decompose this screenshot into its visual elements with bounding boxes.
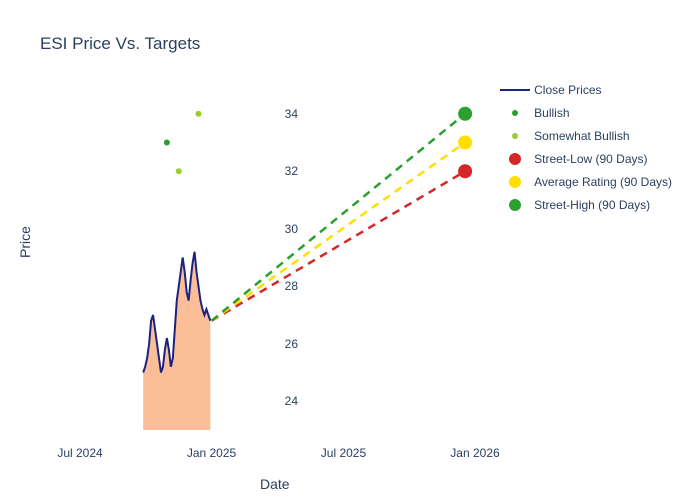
chart-title: ESI Price Vs. Targets <box>40 34 200 54</box>
legend-item: Average Rating (90 Days) <box>500 172 672 191</box>
legend-swatch <box>500 198 530 212</box>
legend-label: Street-High (90 Days) <box>534 198 650 212</box>
legend-item: Bullish <box>500 103 672 122</box>
legend-label: Somewhat Bullish <box>534 129 629 143</box>
y-tick: 26 <box>268 337 298 351</box>
x-axis-label: Date <box>260 476 290 492</box>
legend-item: Street-High (90 Days) <box>500 195 672 214</box>
legend-item: Street-Low (90 Days) <box>500 149 672 168</box>
legend-swatch <box>500 152 530 166</box>
legend-label: Close Prices <box>534 83 601 97</box>
legend-label: Average Rating (90 Days) <box>534 175 672 189</box>
y-axis-label: Price <box>17 226 33 258</box>
y-tick: 32 <box>268 164 298 178</box>
chart-svg <box>80 85 475 430</box>
legend-swatch <box>500 83 530 97</box>
legend-swatch <box>500 175 530 189</box>
legend-swatch <box>500 129 530 143</box>
y-tick: 28 <box>268 279 298 293</box>
y-tick: 34 <box>268 107 298 121</box>
x-tick: Jan 2025 <box>182 446 242 460</box>
plot-area <box>80 85 475 430</box>
y-tick: 30 <box>268 222 298 236</box>
legend-label: Bullish <box>534 106 569 120</box>
legend-item: Close Prices <box>500 80 672 99</box>
legend-label: Street-Low (90 Days) <box>534 152 647 166</box>
x-tick: Jan 2026 <box>445 446 505 460</box>
legend-item: Somewhat Bullish <box>500 126 672 145</box>
chart-container: ESI Price Vs. Targets Price Date 24 26 28 3… <box>0 0 700 500</box>
x-tick: Jul 2024 <box>50 446 110 460</box>
legend-swatch <box>500 106 530 120</box>
x-tick: Jul 2025 <box>313 446 373 460</box>
y-tick: 24 <box>268 394 298 408</box>
legend: Close Prices Bullish Somewhat Bullish Stree… <box>500 80 672 218</box>
